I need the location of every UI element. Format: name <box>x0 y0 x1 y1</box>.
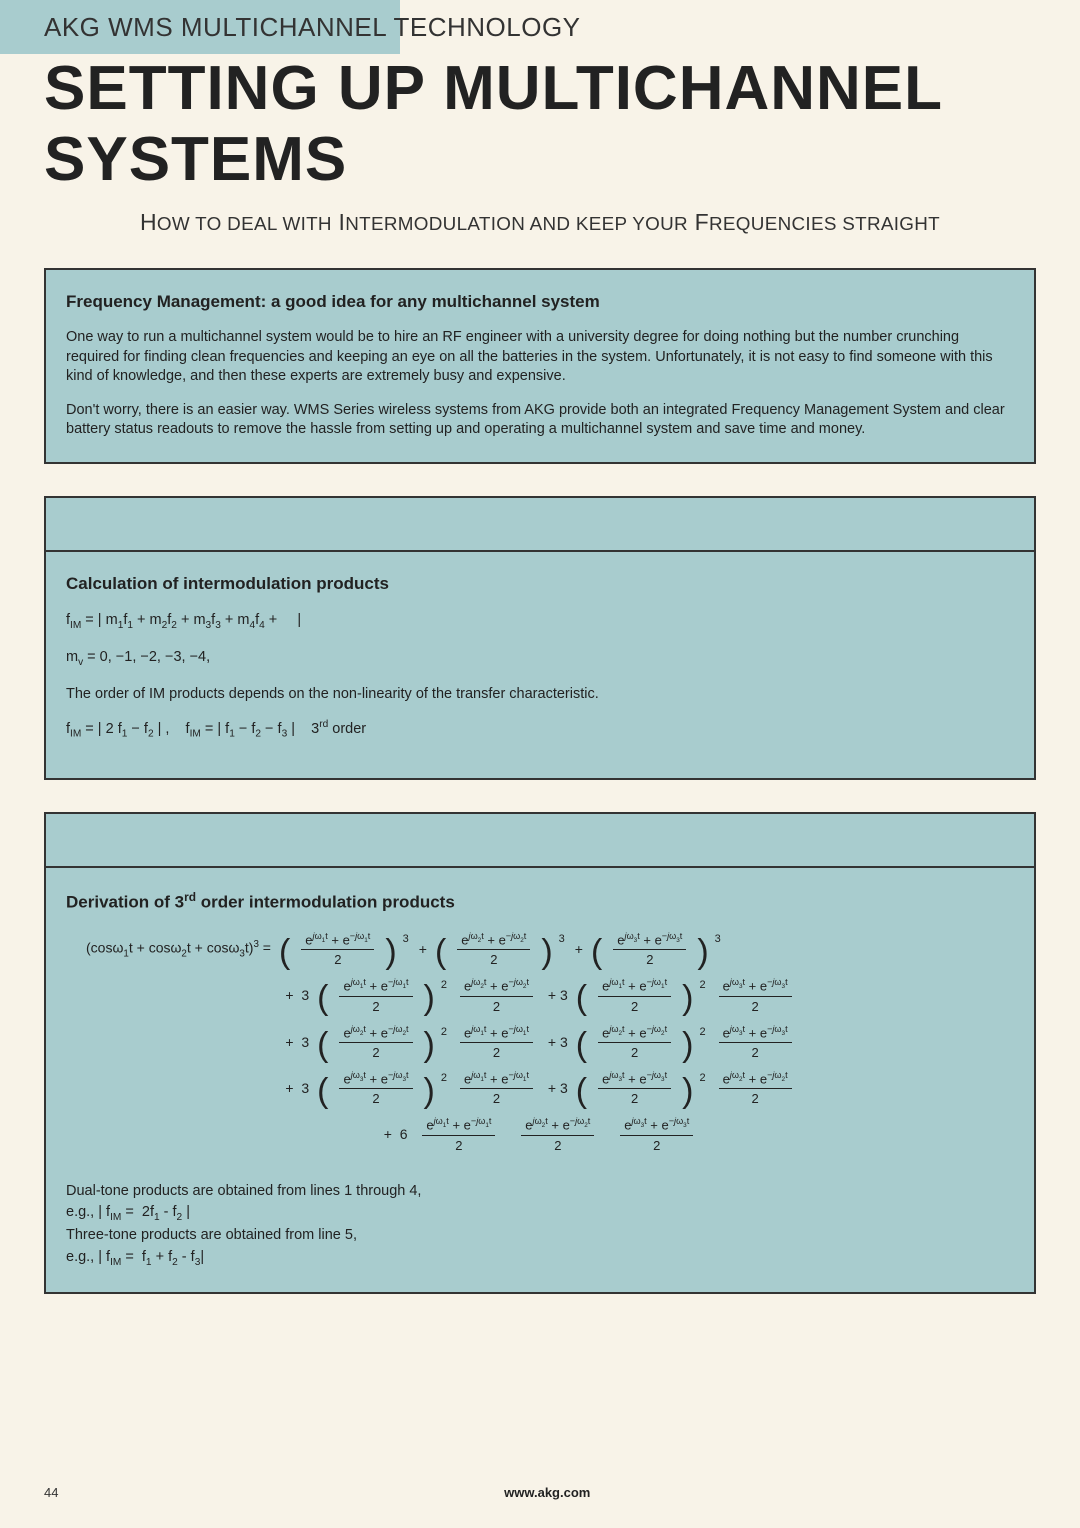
eq-line-4: + 3 ( ejω3t + e−jω3t2 )2 ejω1t + e−jω1t2… <box>66 1070 1014 1106</box>
panel-derivation: Derivation of 3rd order intermodulation … <box>44 812 1036 1294</box>
note-dual-tone-eg: e.g., | fIM = 2f1 - f2 | <box>66 1202 1014 1225</box>
note-three-tone: Three-tone products are obtained from li… <box>66 1225 1014 1247</box>
order-text: The order of IM products depends on the … <box>66 684 1014 704</box>
panel-frequency-management: Frequency Management: a good idea for an… <box>44 268 1036 464</box>
panel-calculation: Calculation of intermodulation products … <box>44 496 1036 780</box>
panel2-heading: Calculation of intermodulation products <box>66 574 1014 594</box>
panel-derivation-body: Derivation of 3rd order intermodulation … <box>46 868 1034 1292</box>
page-content: AKG WMS MULTICHANNEL TECHNOLOGY SETTING … <box>0 12 1080 1334</box>
note-three-tone-eg: e.g., | fIM = f1 + f2 - f3| <box>66 1247 1014 1270</box>
panel1-para2: Don't worry, there is an easier way. WMS… <box>66 401 1014 440</box>
eq-line-2: + 3 ( ejω1t + e−jω1t2 )2 ejω2t + e−jω2t2… <box>66 977 1014 1013</box>
eq-line-1: (cosω1t + cosω2t + cosω3t)3 = ( ejω1t + … <box>66 931 1014 967</box>
derivation-equations: (cosω1t + cosω2t + cosω3t)3 = ( ejω1t + … <box>66 931 1014 1153</box>
m-values: mv = 0, −1, −2, −3, −4, <box>66 647 1014 670</box>
page-number: 44 <box>44 1485 58 1500</box>
third-order: fIM = | 2 f1 − f2 | , fIM = | f1 − f2 − … <box>66 718 1014 742</box>
footer-url: www.akg.com <box>504 1485 590 1500</box>
eq-line-5: + 6 ejω1t + e−jω1t2 ejω2t + e−jω2t2 ejω3… <box>66 1116 1014 1152</box>
subtitle: HOW TO DEAL WITH INTERMODULATION AND KEE… <box>44 209 1036 236</box>
panel-calc-body: Calculation of intermodulation products … <box>46 552 1034 778</box>
note-dual-tone: Dual-tone products are obtained from lin… <box>66 1181 1014 1203</box>
pretitle: AKG WMS MULTICHANNEL TECHNOLOGY <box>44 12 1036 43</box>
page-footer: 44 www.akg.com <box>0 1485 1080 1500</box>
panel1-para1: One way to run a multichannel system wou… <box>66 328 1014 387</box>
eq-line-3: + 3 ( ejω2t + e−jω2t2 )2 ejω1t + e−jω1t2… <box>66 1024 1014 1060</box>
panel1-heading: Frequency Management: a good idea for an… <box>66 292 1014 312</box>
panel-spacer <box>46 498 1034 552</box>
main-title: SETTING UP MULTICHANNEL SYSTEMS <box>44 53 1036 195</box>
panel-spacer-2 <box>46 814 1034 868</box>
derivation-notes: Dual-tone products are obtained from lin… <box>66 1181 1014 1271</box>
panel3-heading: Derivation of 3rd order intermodulation … <box>66 890 1014 913</box>
fim-general: fIM = | m1f1 + m2f2 + m3f3 + m4f4 + | <box>66 610 1014 633</box>
